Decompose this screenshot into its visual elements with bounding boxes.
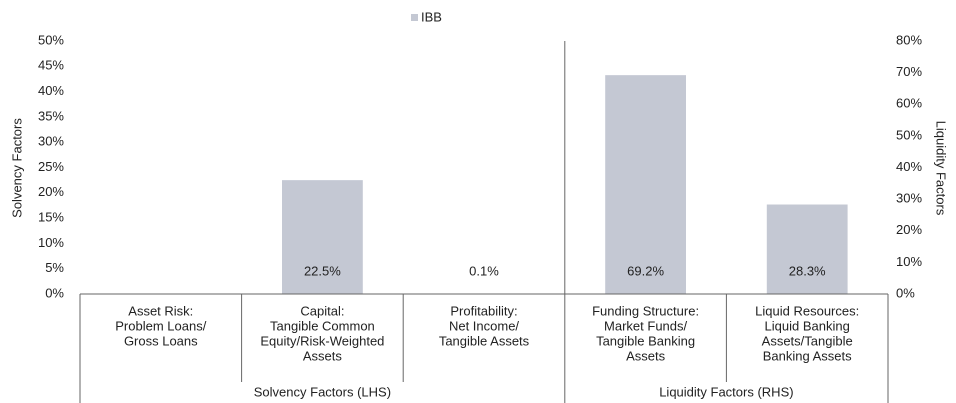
value-label: 69.2% [627,263,664,278]
x-tick-label: Tangible Common [270,318,375,333]
y2-tick-label: 0% [896,285,915,300]
x-tick-label: Profitability: [450,303,517,318]
value-label: 28.3% [789,263,826,278]
y-tick-label: 50% [38,32,64,47]
x-tick-label: Market Funds/ [604,318,687,333]
y2-tick-label: 70% [896,64,922,79]
value-label: 22.5% [304,263,341,278]
x-tick-label: Asset Risk: [128,303,193,318]
x-tick-label: Capital: [300,303,344,318]
x-tick-label: Equity/Risk-Weighted [260,333,384,348]
y2-tick-label: 80% [896,32,922,47]
x-tick-label: Problem Loans/ [115,318,206,333]
legend-label: IBB [421,9,442,24]
value-label: 0.1% [469,263,499,278]
y2-tick-label: 10% [896,254,922,269]
x-tick-label: Assets/Tangible [762,333,853,348]
y2-tick-label: 50% [896,127,922,142]
y-axis-title: Solvency Factors [9,118,24,218]
legend-swatch [411,14,418,21]
y-tick-label: 25% [38,159,64,174]
bar [605,75,686,294]
x-tick-label: Tangible Assets [439,333,530,348]
y-tick-label: 10% [38,235,64,250]
y-tick-label: 30% [38,134,64,149]
x-tick-label: Tangible Banking [596,333,695,348]
bar [766,204,848,294]
y-tick-label: 5% [45,260,64,275]
x-tick-label: Assets [303,348,343,363]
y2-tick-label: 40% [896,159,922,174]
y2-tick-label: 20% [896,222,922,237]
bar [282,180,363,294]
y2-axis-title: Liquidity Factors [934,121,949,216]
x-tick-label: Net Income/ [449,318,519,333]
y2-tick-label: 30% [896,191,922,206]
x-tick-label: Liquid Resources: [755,303,859,318]
x-tick-label: Assets [626,348,666,363]
y-tick-label: 45% [38,58,64,73]
x-tick-label: Funding Structure: [592,303,699,318]
group-label: Liquidity Factors (RHS) [659,384,793,399]
x-tick-label: Liquid Banking [765,318,850,333]
group-label: Solvency Factors (LHS) [254,384,391,399]
x-tick-label: Banking Assets [763,348,852,363]
x-tick-label: Gross Loans [124,333,198,348]
y-tick-label: 20% [38,184,64,199]
y-tick-label: 35% [38,108,64,123]
y-tick-label: 15% [38,210,64,225]
y-tick-label: 40% [38,83,64,98]
y2-tick-label: 60% [896,96,922,111]
y-tick-label: 0% [45,285,64,300]
